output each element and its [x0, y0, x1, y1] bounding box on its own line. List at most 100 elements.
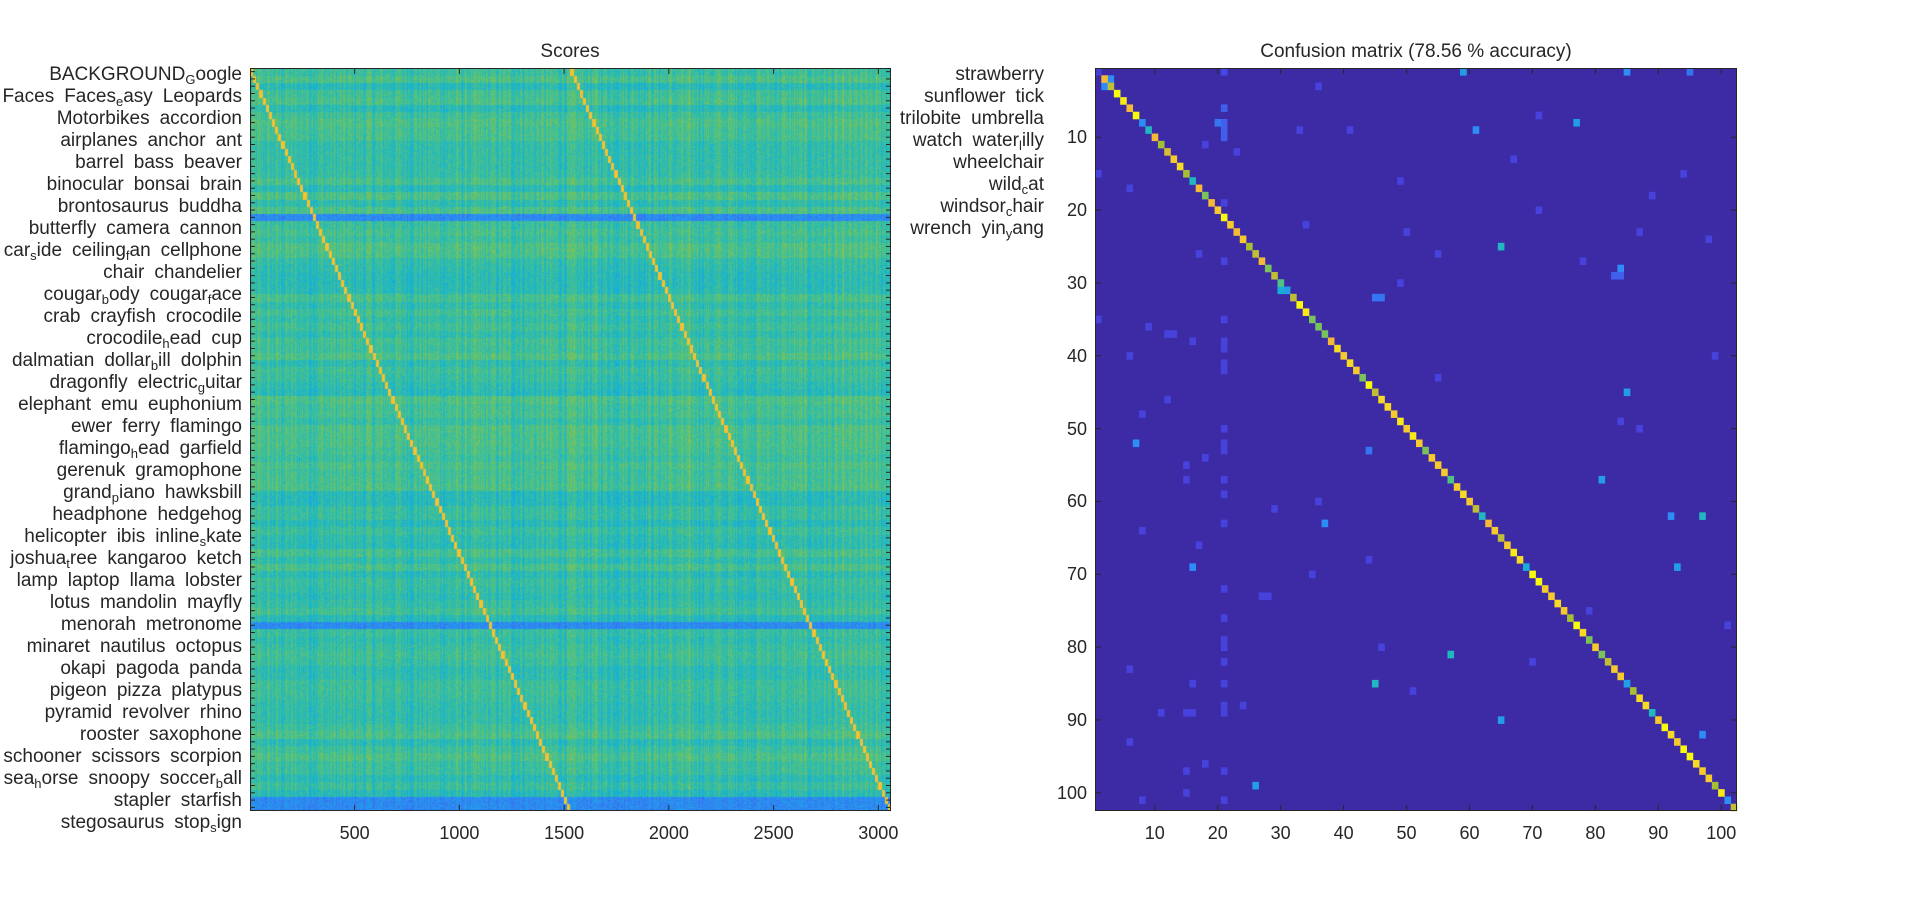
scores-row-label: bass [133, 152, 174, 173]
confusion-cell [1535, 206, 1543, 214]
confusion-xtick-label: 60 [1459, 823, 1480, 843]
confusion-cell [1636, 228, 1643, 236]
scores-row-label: minaret [26, 636, 90, 657]
scores-row-label: crocodilehead [86, 328, 202, 351]
confusion-xtick-label: 40 [1333, 823, 1354, 843]
scores-row-label: scorpion [170, 746, 242, 767]
scores-row-label: strawberry [955, 64, 1044, 85]
scores-row-label: hedgehog [157, 504, 242, 525]
confusion-diagonal-cell [1384, 403, 1392, 411]
confusion-cell [1233, 148, 1241, 156]
scores-row-label: brain [199, 174, 242, 195]
confusion-diagonal-cell [1447, 475, 1455, 484]
confusion-diagonal-cell [1378, 395, 1385, 404]
confusion-cell [1434, 373, 1442, 382]
scores-row-label: panda [189, 658, 242, 679]
confusion-diagonal-cell [1661, 723, 1669, 732]
confusion-diagonal-cell [1353, 366, 1360, 375]
confusion-cell [1220, 446, 1228, 455]
scores-row-label: chair [103, 262, 145, 283]
confusion-diagonal-cell [1101, 75, 1108, 83]
scores-row-label: Motorbikes [56, 108, 150, 129]
confusion-cell [1170, 330, 1178, 338]
confusion-cell [1164, 395, 1171, 404]
scores-row-label: mandolin [99, 592, 178, 613]
scores-row-label: lamp [16, 570, 58, 591]
confusion-diagonal-cell [1359, 373, 1366, 382]
scores-row-label: rooster [79, 724, 140, 745]
confusion-cell [1220, 475, 1228, 484]
confusion-cell [1611, 271, 1618, 280]
scores-row-label: crab [43, 306, 81, 327]
scores-row-label: pagoda [115, 658, 180, 679]
confusion-cell [1674, 563, 1681, 571]
confusion-cell [1101, 82, 1108, 91]
confusion-xtick-label: 10 [1144, 823, 1165, 843]
scores-axes [250, 68, 891, 811]
confusion-xtick-label: 70 [1522, 823, 1543, 843]
confusion-cell [1220, 366, 1228, 375]
confusion-diagonal-cell [1491, 526, 1499, 535]
scores-row-label: camera [106, 218, 170, 239]
scores-row-label: chandelier [154, 262, 242, 283]
confusion-cell [1195, 541, 1203, 550]
confusion-diagonal-cell [1680, 745, 1687, 754]
confusion-ytick-label: 100 [1056, 782, 1087, 803]
confusion-cell [1220, 126, 1228, 134]
scores-row-label: cannon [179, 218, 242, 239]
confusion-cell [1365, 556, 1373, 564]
confusion-cell [1535, 111, 1543, 120]
confusion-diagonal-cell [1170, 155, 1178, 163]
scores-row-label: dalmatian [11, 350, 95, 371]
confusion-cell [1220, 614, 1228, 622]
scores-row-label: pyramid [44, 702, 113, 723]
scores-row-label: scissors [91, 746, 161, 767]
scores-row-label: accordion [159, 108, 242, 129]
scores-row-label: soccerball [159, 768, 242, 791]
scores-row-label: pizza [116, 680, 162, 701]
confusion-cell [1365, 446, 1373, 455]
scores-row-label: helicopter [24, 526, 107, 547]
confusion-diagonal-cell [1227, 220, 1234, 229]
confusion-cell [1585, 607, 1593, 615]
scores-row-label: flamingohead [58, 438, 170, 461]
confusion-cell [1220, 519, 1228, 528]
scores-row-label: trilobite [899, 108, 962, 129]
scores-row-label: crocodile [165, 306, 242, 327]
scores-xtick-label: 3000 [858, 823, 899, 843]
confusion-diagonal-cell [1120, 97, 1127, 105]
confusion-cell [1157, 709, 1165, 717]
scores-row-label: waterlilly [972, 130, 1044, 153]
confusion-cell [1220, 68, 1228, 76]
confusion-diagonal-cell [1579, 628, 1587, 637]
scores-row-label: electricguitar [137, 372, 242, 395]
confusion-cell [1132, 439, 1140, 448]
confusion-cell [1220, 767, 1228, 775]
confusion-cell [1220, 315, 1228, 324]
confusion-diagonal-cell [1290, 293, 1297, 302]
scores-row-label: gramophone [135, 460, 242, 481]
confusion-cell [1220, 796, 1228, 805]
confusion-diagonal-cell [1523, 563, 1530, 571]
scores-row-label: stapler [113, 790, 171, 811]
scores-row-label: ketch [196, 548, 242, 569]
confusion-diagonal-cell [1183, 169, 1190, 178]
confusion-diagonal-cell [1264, 264, 1272, 273]
scores-row-label: inlineskate [155, 526, 242, 549]
confusion-diagonal-cell [1434, 461, 1442, 469]
confusion-cell [1321, 519, 1329, 528]
scores-row-label: ant [215, 130, 242, 151]
scores-row-label: grandpiano [63, 482, 155, 505]
scores-row-label: starfish [180, 790, 242, 811]
confusion-diagonal-cell [1604, 658, 1612, 666]
scores-row-label: garfield [179, 438, 242, 459]
confusion-cell [1378, 643, 1385, 652]
confusion-diagonal-cell [1239, 235, 1247, 244]
scores-row-label: nautilus [99, 636, 166, 657]
scores-xtick-label: 1500 [544, 823, 585, 843]
confusion-cell [1371, 293, 1379, 302]
confusion-cell [1220, 701, 1228, 710]
confusion-diagonal-cell [1233, 228, 1241, 236]
confusion-diagonal-cell [1176, 162, 1184, 171]
